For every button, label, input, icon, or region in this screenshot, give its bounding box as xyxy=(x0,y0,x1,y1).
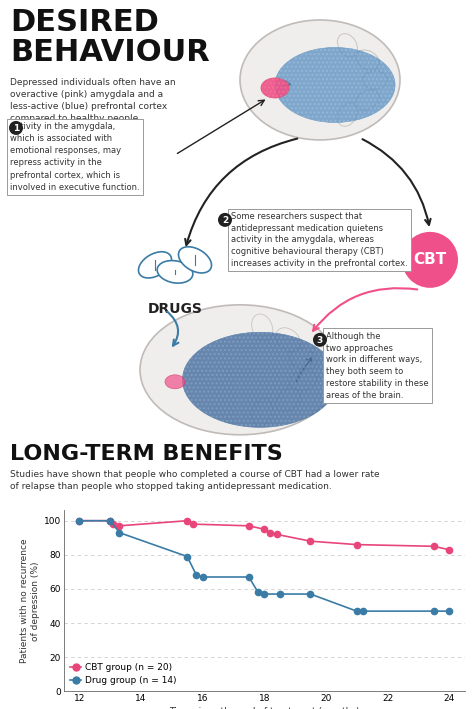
Ellipse shape xyxy=(261,78,289,98)
Legend: CBT group (n = 20), Drug group (n = 14): CBT group (n = 20), Drug group (n = 14) xyxy=(67,660,180,688)
Text: Studies have shown that people who completed a course of CBT had a lower rate: Studies have shown that people who compl… xyxy=(10,470,380,479)
Ellipse shape xyxy=(182,333,337,428)
Circle shape xyxy=(313,333,327,347)
Text: Some researchers suspect that
antidepressant medication quietens
activity in the: Some researchers suspect that antidepres… xyxy=(231,212,408,268)
Text: of relapse than people who stopped taking antidepressant medication.: of relapse than people who stopped takin… xyxy=(10,482,332,491)
Text: CBT: CBT xyxy=(413,252,447,267)
Text: 2: 2 xyxy=(222,216,228,225)
Ellipse shape xyxy=(275,48,395,123)
Text: Activity in the amygdala,
which is associated with
emotional responses, may
repr: Activity in the amygdala, which is assoc… xyxy=(10,122,140,191)
X-axis label: Time since the end of treatment (months): Time since the end of treatment (months) xyxy=(169,707,359,709)
Text: DESIRED: DESIRED xyxy=(10,8,159,37)
Text: compared to healthy people.: compared to healthy people. xyxy=(10,114,141,123)
Text: LONG-TERM BENEFITS: LONG-TERM BENEFITS xyxy=(10,444,283,464)
Ellipse shape xyxy=(179,247,211,273)
Text: overactive (⁠pink⁠) amygdala and a: overactive (⁠pink⁠) amygdala and a xyxy=(10,90,163,99)
Ellipse shape xyxy=(240,20,400,140)
Circle shape xyxy=(402,232,458,288)
Text: Depressed individuals often have an: Depressed individuals often have an xyxy=(10,78,176,87)
Text: Although the
two approaches
work in different ways,
they both seem to
restore st: Although the two approaches work in diff… xyxy=(326,332,428,400)
Text: DRUGS: DRUGS xyxy=(147,302,202,316)
Text: BEHAVIOUR: BEHAVIOUR xyxy=(10,38,210,67)
Text: less-active (⁠blue⁠) prefrontal cortex: less-active (⁠blue⁠) prefrontal cortex xyxy=(10,102,167,111)
Y-axis label: Patients with no recurrence
of depression (%): Patients with no recurrence of depressio… xyxy=(20,539,40,663)
Circle shape xyxy=(9,121,23,135)
Text: 1: 1 xyxy=(13,125,19,133)
Ellipse shape xyxy=(157,261,193,283)
Text: 3: 3 xyxy=(317,336,323,345)
Ellipse shape xyxy=(138,252,172,278)
Ellipse shape xyxy=(165,375,185,389)
Circle shape xyxy=(218,213,232,227)
Ellipse shape xyxy=(140,305,340,435)
